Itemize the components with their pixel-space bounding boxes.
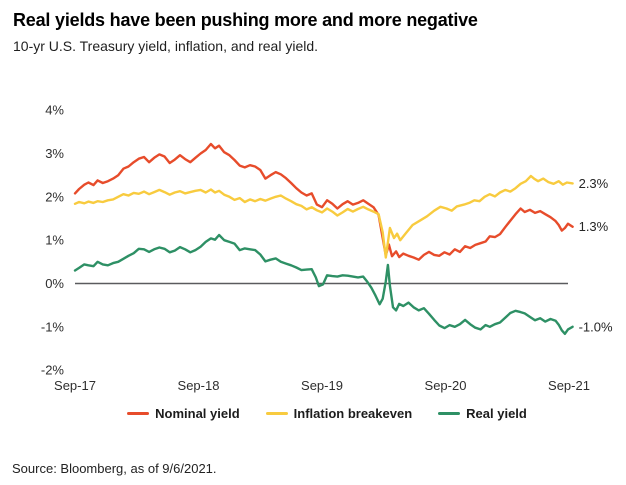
chart-subtitle: 10-yr U.S. Treasury yield, inflation, an… — [13, 38, 319, 54]
chart-legend: Nominal yield Inflation breakeven Real yie… — [0, 406, 626, 421]
series-end-label-nominal-yield: 1.3% — [579, 219, 609, 234]
legend-item-inflation-breakeven: Inflation breakeven — [265, 406, 413, 421]
y-tick-label: 2% — [45, 189, 64, 204]
legend-item-real-yield: Real yield — [438, 406, 527, 421]
series-line-nominal-yield — [73, 142, 574, 261]
series-end-label-inflation-breakeven: 2.3% — [579, 176, 609, 191]
chart-header: Real yields have been pushing more and m… — [13, 10, 613, 54]
x-tick-label: Sep-18 — [178, 378, 220, 393]
line-chart: 4% 3% 2% 1% 0% -1% -2%Sep-17 Sep-18 Sep-19 Sep-20… — [41, 103, 613, 393]
x-tick-label: Sep-21 — [548, 378, 590, 393]
y-tick-label: 4% — [45, 103, 64, 118]
legend-label-nominal-yield: Nominal yield — [155, 406, 240, 421]
legend-label-inflation-breakeven: Inflation breakeven — [293, 406, 413, 421]
legend-swatch-real-yield — [438, 411, 461, 416]
page-title: Real yields have been pushing more and m… — [13, 10, 478, 30]
source-note: Source: Bloomberg, as of 9/6/2021. — [12, 461, 217, 476]
y-tick-label: -1% — [41, 319, 65, 334]
y-tick-label: -2% — [41, 363, 65, 378]
x-tick-label: Sep-20 — [425, 378, 467, 393]
series-line-real-yield — [73, 233, 574, 335]
x-tick-label: Sep-19 — [301, 378, 343, 393]
legend-swatch-inflation-breakeven — [265, 411, 288, 416]
legend-label-real-yield: Real yield — [466, 406, 527, 421]
y-tick-label: 1% — [45, 233, 64, 248]
x-tick-label: Sep-17 — [54, 378, 96, 393]
legend-item-nominal-yield: Nominal yield — [127, 406, 240, 421]
y-tick-label: 3% — [45, 146, 64, 161]
series-line-inflation-breakeven — [73, 174, 574, 259]
series-end-label-real-yield: -1.0% — [579, 319, 613, 334]
y-tick-label: 0% — [45, 276, 64, 291]
legend-swatch-nominal-yield — [127, 411, 150, 416]
